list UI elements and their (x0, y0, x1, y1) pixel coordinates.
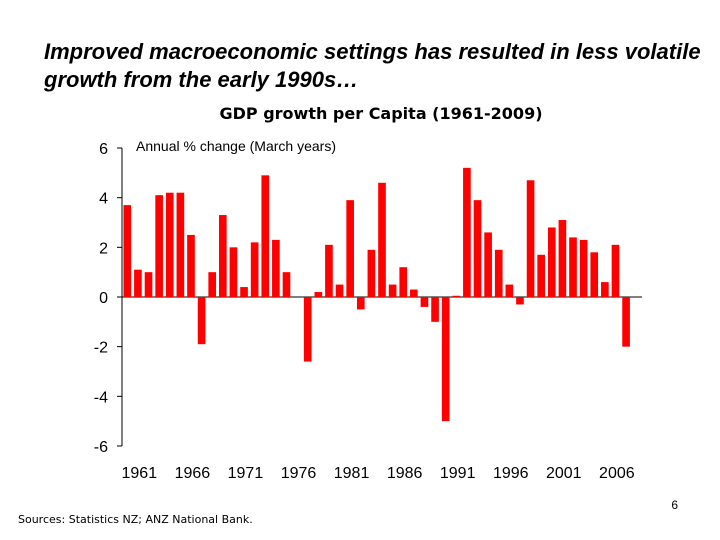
y-tick-label: 2 (99, 240, 108, 257)
page-number: 6 (671, 498, 678, 512)
y-tick-label: 6 (99, 141, 108, 158)
bar-2001 (547, 227, 556, 297)
x-tick-label: 2001 (546, 465, 582, 482)
bar-1964 (155, 195, 163, 297)
bar-1990 (431, 297, 439, 322)
bar-1987 (399, 267, 408, 297)
bar-1961 (123, 205, 132, 297)
bar-1975 (272, 239, 280, 297)
bar-1969 (208, 272, 217, 297)
x-tick-label: 1961 (122, 465, 158, 482)
y-tick-label: 4 (99, 191, 108, 208)
bar-2005 (590, 252, 599, 297)
chart-axes: 6 4 2 0 -2 -4 -6 1961 1966 1971 1976 1981 1986 1991 19… (94, 141, 642, 482)
bar-1976 (282, 272, 291, 297)
bar-1984 (367, 249, 376, 297)
bar-1978 (303, 297, 312, 362)
bar-1966 (176, 192, 185, 297)
bar-1991 (441, 297, 450, 422)
bar-1989 (420, 297, 429, 307)
x-tick-label: 1981 (334, 465, 370, 482)
bar-1968 (197, 297, 206, 345)
bar-1982 (346, 200, 354, 297)
x-tick-label: 1986 (387, 465, 423, 482)
bar-1985 (378, 182, 386, 297)
bar-2006 (601, 282, 609, 297)
bar-2002 (558, 220, 567, 297)
chart-subtitle: Annual % change (March years) (136, 138, 336, 154)
bar-1981 (335, 284, 344, 297)
x-tick-label: 1976 (281, 465, 317, 482)
bar-1980 (325, 244, 333, 297)
bar-1996 (494, 249, 503, 297)
x-tick-label: 1996 (493, 465, 529, 482)
bar-2003 (569, 237, 577, 297)
bar-1973 (250, 242, 259, 297)
bar-2004 (579, 239, 588, 297)
y-tick-label: -6 (94, 439, 108, 456)
bar-1993 (463, 167, 471, 297)
x-tick-label: 2006 (599, 465, 635, 482)
bar-1970 (219, 215, 227, 297)
bar-1995 (484, 232, 492, 297)
bar-1992 (452, 295, 461, 297)
bar-2008 (622, 297, 630, 347)
y-tick-label: -4 (94, 389, 108, 406)
y-tick-label: -2 (94, 340, 108, 357)
bar-2000 (537, 254, 545, 297)
bar-1971 (229, 247, 238, 297)
chart-bars (123, 167, 630, 422)
bar-1967 (187, 234, 195, 297)
x-tick-label: 1971 (228, 465, 264, 482)
bar-1986 (388, 284, 397, 297)
x-tick-label: 1991 (440, 465, 476, 482)
source-note: Sources: Statistics NZ; ANZ National Ban… (18, 513, 253, 526)
bar-1998 (516, 297, 524, 305)
bar-1988 (410, 289, 418, 297)
x-tick-label: 1966 (175, 465, 211, 482)
bar-1962 (134, 269, 142, 297)
slide-headline: Improved macroeconomic settings has resu… (44, 39, 701, 92)
bar-1994 (473, 200, 482, 297)
bar-1972 (240, 287, 248, 297)
bar-1974 (261, 175, 270, 297)
bar-1965 (165, 192, 174, 297)
chart-title: GDP growth per Capita (1961-2009) (219, 104, 543, 123)
bar-1983 (356, 297, 365, 310)
y-tick-label: 0 (99, 290, 108, 307)
bar-1963 (144, 272, 153, 297)
bar-1997 (505, 284, 514, 297)
bar-1999 (526, 180, 535, 297)
bar-1979 (314, 292, 323, 297)
bar-2007 (611, 244, 620, 297)
